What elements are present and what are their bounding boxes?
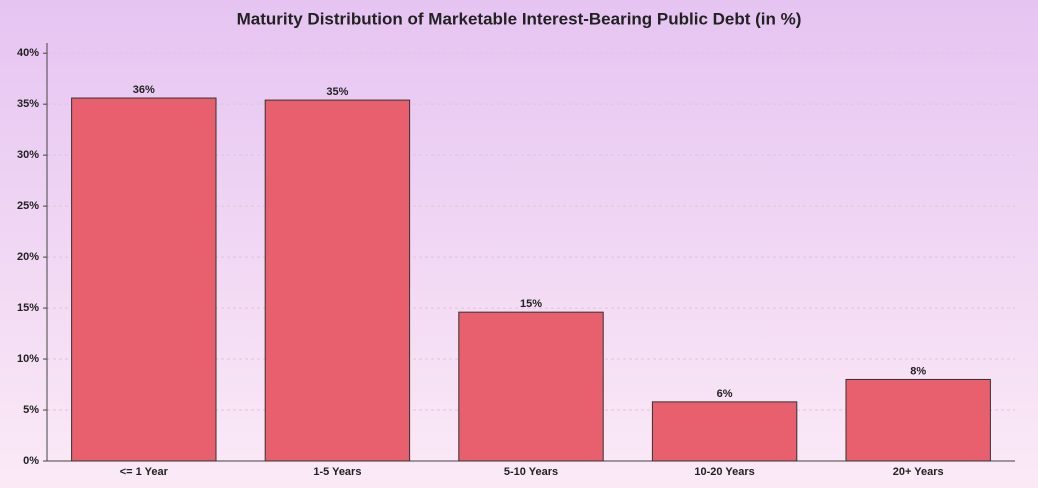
- bar: [651, 401, 798, 462]
- bar: [264, 99, 411, 462]
- y-tick-label: 5%: [23, 404, 39, 416]
- y-tick-label: 35%: [17, 98, 39, 110]
- x-tick-label: 1-5 Years: [313, 466, 361, 478]
- x-tick-label: 10-20 Years: [694, 466, 754, 478]
- y-tick-label: 30%: [17, 149, 39, 161]
- y-tick-label: 15%: [17, 302, 39, 314]
- chart-title: Maturity Distribution of Marketable Inte…: [237, 9, 802, 28]
- value-label: 8%: [910, 365, 926, 377]
- value-label: 6%: [717, 388, 733, 400]
- x-tick-label: 5-10 Years: [504, 466, 558, 478]
- y-tick-label: 25%: [17, 200, 39, 212]
- y-tick-label: 40%: [17, 47, 39, 59]
- y-tick-label: 20%: [17, 251, 39, 263]
- y-tick-label: 10%: [17, 353, 39, 365]
- value-label: 15%: [520, 298, 542, 310]
- bar: [71, 97, 217, 462]
- x-tick-label: <= 1 Year: [120, 466, 169, 478]
- bar: [458, 311, 604, 462]
- x-tick-label: 20+ Years: [893, 466, 944, 478]
- value-label: 36%: [133, 84, 155, 96]
- bar: [845, 378, 991, 462]
- y-tick-label: 0%: [23, 455, 39, 467]
- value-label: 35%: [326, 86, 348, 98]
